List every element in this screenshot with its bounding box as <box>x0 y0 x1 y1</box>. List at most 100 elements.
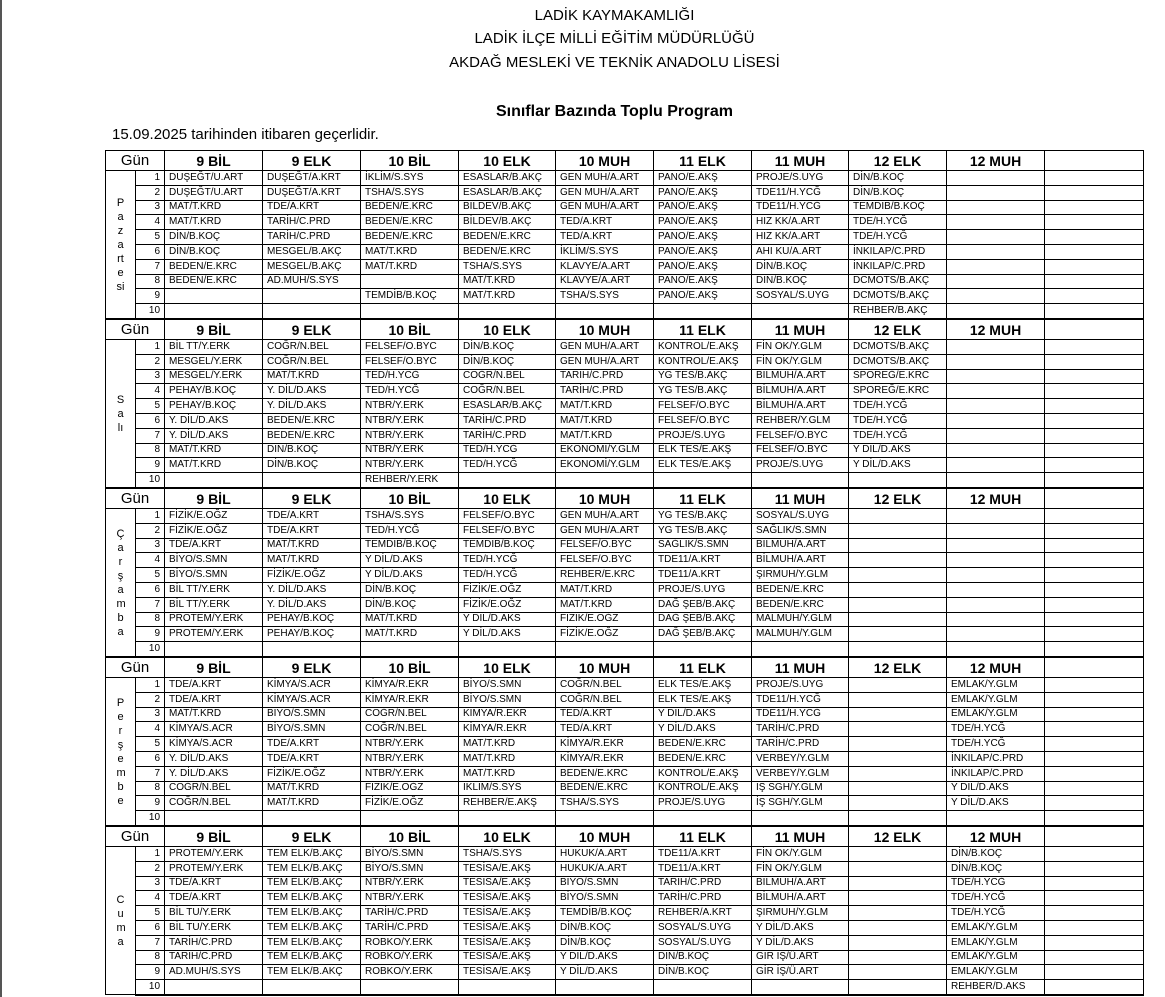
lesson-cell: TDE/H.YCĞ <box>848 427 948 444</box>
lesson-cell <box>946 258 1046 275</box>
period-row: 5 BİL TU/Y.ERK TEM ELK/B.AKÇ TARİH/C.PRD TES… <box>106 905 1145 921</box>
lesson-cell: BEDEN/E.KRC <box>262 412 362 429</box>
period-row: 7 BEDEN/E.KRC MESGEL/B.AKÇ MAT/T.KRD TSHA/S.… <box>106 258 1145 275</box>
lesson-cell: TARİH/C.PRD <box>164 934 264 951</box>
lesson-cell: PEHAY/B.KOÇ <box>262 611 362 628</box>
lesson-cell <box>848 979 948 996</box>
empty-cell <box>1044 657 1145 678</box>
lesson-cell: KONTROL/E.AKŞ <box>653 353 753 370</box>
empty-cell <box>1044 508 1145 524</box>
empty-cell <box>1044 736 1145 752</box>
lesson-cell: FİZİK/E.OĞZ <box>360 795 460 812</box>
lesson-cell <box>946 288 1046 305</box>
lesson-cell: EMLAK/Y.GLM <box>946 919 1046 936</box>
day-name: Cuma <box>116 893 126 948</box>
lesson-cell: TDE11/A.KRT <box>653 846 753 862</box>
lesson-cell: NTBR/Y.ERK <box>360 427 460 444</box>
lesson-cell: TED/H.YCĞ <box>360 522 460 539</box>
lesson-cell: NTBR/Y.ERK <box>360 736 460 752</box>
period-row: 10 REHBER/B.AKÇ <box>106 303 1145 320</box>
lesson-cell: BEDEN/E.KRC <box>458 243 557 260</box>
lesson-cell <box>848 641 948 658</box>
empty-cell <box>1044 826 1145 847</box>
empty-cell <box>1044 567 1145 583</box>
period-number: 6 <box>134 750 166 767</box>
lesson-cell: PANO/E.AKŞ <box>653 199 753 216</box>
lesson-cell: GEN MUH/A.ART <box>555 522 655 539</box>
lesson-cell: TEM ELK/B.AKÇ <box>262 964 362 981</box>
lesson-cell: TARİH/C.PRD <box>751 721 850 738</box>
lesson-cell: Y DİL/D.AKS <box>360 552 460 569</box>
lesson-cell: SOSYAL/S.UYG <box>653 934 753 951</box>
empty-cell <box>1044 383 1145 400</box>
period-number: 10 <box>134 810 166 827</box>
lesson-cell <box>262 810 362 827</box>
lesson-cell: DİN/B.KOÇ <box>653 949 753 966</box>
lesson-cell: KİMYA/S.ACR <box>262 691 362 708</box>
lesson-cell: TESİSA/E.AKŞ <box>458 949 557 966</box>
lesson-cell <box>751 979 850 996</box>
day-cell: Pazartesi <box>105 169 136 320</box>
lesson-cell: ELK TES/E.AKŞ <box>653 442 753 459</box>
lesson-cell: GEN MUH/A.ART <box>555 184 655 201</box>
lesson-cell: PANO/E.AKŞ <box>653 170 753 186</box>
day-table: Gün 9 BİL 9 ELK 10 BİL 10 ELK 10 MUH 11 ELK 11 … <box>104 319 1145 489</box>
lesson-cell <box>848 596 948 613</box>
period-row: 4 BİYO/S.SMN MAT/T.KRD Y DİL/D.AKS TED/H.YCĞ… <box>106 552 1145 569</box>
lesson-cell: DİN/B.KOÇ <box>848 170 948 186</box>
lesson-cell: Y. DİL/D.AKS <box>262 596 362 613</box>
lesson-cell: TED/A.KRT <box>555 706 655 723</box>
lesson-cell <box>751 810 850 827</box>
period-number: 8 <box>134 780 166 797</box>
lesson-cell: YG TES/B.AKÇ <box>653 368 753 385</box>
period-row: 3 MAT/T.KRD TDE/A.KRT BEDEN/E.KRC BİLDEV/B.A… <box>106 199 1145 216</box>
empty-cell <box>1044 243 1145 260</box>
lesson-cell: TDE/A.KRT <box>262 736 362 752</box>
header-line: AKDAĞ MESLEKİ VE TEKNİK ANADOLU LİSESİ <box>449 54 780 71</box>
period-row: 6 DİN/B.KOÇ MESGEL/B.AKÇ MAT/T.KRD BEDEN/E.K… <box>106 243 1145 260</box>
header-row: Gün 9 BİL 9 ELK 10 BİL 10 ELK 10 MUH 11 ELK 11 … <box>104 657 1145 678</box>
lesson-cell: FELSEF/O.BYC <box>360 353 460 370</box>
lesson-cell: TEM ELK/B.AKÇ <box>262 949 362 966</box>
lesson-cell: TED/H.YCĞ <box>458 552 557 569</box>
lesson-cell: İŞ SGH/Y.GLM <box>751 780 850 797</box>
lesson-cell: BİYO/S.SMN <box>458 677 557 693</box>
lesson-cell: COĞR/N.BEL <box>458 368 557 385</box>
period-row: 9 PROTEM/Y.ERK PEHAY/B.KOÇ MAT/T.KRD Y DİL/D… <box>106 626 1145 643</box>
period-row: Çarşamba 1 FİZİK/E.OĞZ TDE/A.KRT TSHA/S.SYS F… <box>105 507 1145 658</box>
period-number: 2 <box>134 691 166 708</box>
lesson-cell: COĞR/N.BEL <box>164 780 264 797</box>
empty-cell <box>1044 488 1145 509</box>
lesson-cell: GEN MUH/A.ART <box>555 170 655 186</box>
lesson-cell <box>262 472 362 489</box>
lesson-cell: NTBR/Y.ERK <box>360 442 460 459</box>
lesson-cell: PROTEM/Y.ERK <box>164 860 264 877</box>
lesson-cell <box>653 979 753 996</box>
lesson-cell: DİN/B.KOÇ <box>360 581 460 598</box>
lesson-cell: EKONOMİ/Y.GLM <box>555 457 655 474</box>
class-header: 11 ELK <box>653 826 753 847</box>
lesson-cell: COĞR/N.BEL <box>555 677 655 693</box>
gun-label: Gün <box>104 319 166 340</box>
period-number: 2 <box>134 353 166 370</box>
lesson-cell: MALMUH/Y.GLM <box>751 626 850 643</box>
lesson-cell: MAT/T.KRD <box>164 706 264 723</box>
class-header: 12 MUH <box>946 826 1046 847</box>
lesson-cell: MAT/T.KRD <box>555 596 655 613</box>
class-header: 10 BİL <box>360 488 460 509</box>
lesson-cell: HIZ KK/A.ART <box>751 214 850 231</box>
lesson-cell <box>458 641 557 658</box>
lesson-cell: MALMUH/Y.GLM <box>751 611 850 628</box>
period-row: 2 FİZİK/E.OĞZ TDE/A.KRT TED/H.YCĞ FELSEF/O.B… <box>106 522 1145 539</box>
lesson-cell: GEN MUH/A.ART <box>555 199 655 216</box>
class-header: 9 ELK <box>262 319 362 340</box>
lesson-cell: İKLİM/S.SYS <box>555 243 655 260</box>
lesson-cell: BEDEN/E.KRC <box>262 427 362 444</box>
lesson-cell <box>946 339 1046 355</box>
class-header: 12 MUH <box>946 488 1046 509</box>
header-line: LADİK İLÇE MİLLİ EĞİTİM MÜDÜRLÜĞÜ <box>474 30 755 47</box>
period-row: 4 PEHAY/B.KOÇ Y. DİL/D.AKS TED/H.YCĞ COĞR/N.… <box>106 383 1145 400</box>
period-row: 3 TDE/A.KRT MAT/T.KRD TEMDİB/B.KOÇ TEMDİB/B.… <box>106 537 1145 554</box>
class-header: 9 BİL <box>164 826 264 847</box>
